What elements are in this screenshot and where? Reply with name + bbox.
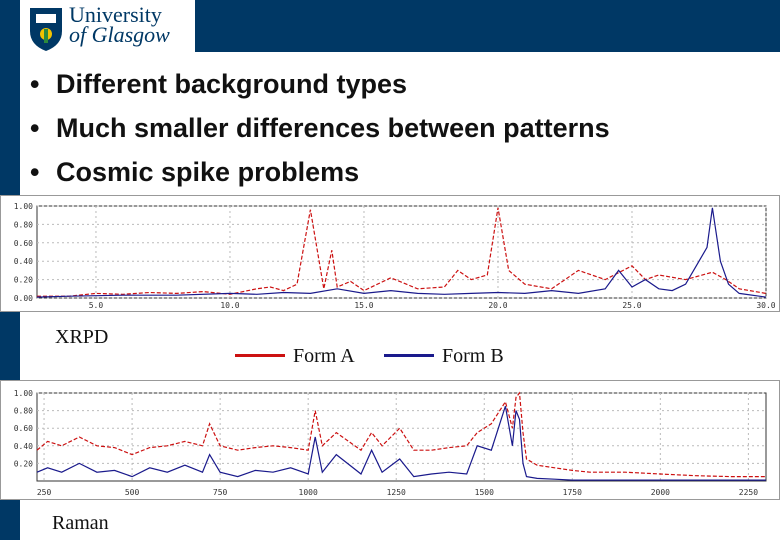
- bullet-item: • Cosmic spike problems: [30, 154, 610, 198]
- series-line-form-b: [36, 207, 767, 298]
- xrpd-chart: 1.00 0.80 0.60 0.40 0.20 0.00 5.0 10.0 15.0 20.0 2…: [0, 195, 780, 312]
- crest-icon: [30, 8, 62, 51]
- university-logo: University of Glasgow: [25, 3, 190, 55]
- x-tick-label: 250: [37, 488, 52, 497]
- logo-line-1: University: [69, 2, 162, 27]
- y-tick-label: 0.80: [14, 407, 33, 416]
- legend-label-form-b: Form B: [442, 345, 504, 367]
- x-tick-label: 5.0: [89, 301, 104, 310]
- raman-chart-svg: 1.00 0.80 0.60 0.40 0.20 250 500 750 1000 1250 150…: [14, 389, 767, 497]
- y-tick-label: 1.00: [14, 202, 33, 211]
- bullet-dot: •: [30, 157, 40, 187]
- bullet-dot: •: [30, 113, 40, 143]
- plot-frame: [36, 205, 767, 299]
- xrpd-caption: XRPD: [55, 326, 109, 348]
- series-line-form-b: [36, 406, 766, 481]
- bullet-text: Cosmic spike problems: [56, 157, 360, 187]
- top-brand-band: [195, 0, 780, 52]
- legend-label-form-a: Form A: [293, 345, 355, 367]
- logo-line-2: of Glasgow: [69, 22, 170, 47]
- x-tick-label: 10.0: [220, 301, 239, 310]
- bullet-text: Different background types: [56, 69, 408, 99]
- bullet-text: Much smaller differences between pattern…: [56, 113, 610, 143]
- y-tick-label: 0.40: [14, 442, 33, 451]
- x-tick-label: 2250: [739, 488, 758, 497]
- x-tick-label: 750: [213, 488, 228, 497]
- y-tick-label: 0.40: [14, 257, 33, 266]
- legend-swatch-form-b: [384, 354, 434, 357]
- x-tick-label: 1750: [563, 488, 582, 497]
- legend-swatch-form-a: [235, 354, 285, 357]
- y-tick-label: 0.20: [14, 459, 33, 468]
- x-tick-label: 30.0: [756, 301, 775, 310]
- y-tick-label: 0.00: [14, 294, 33, 303]
- bullet-list: • Different background types • Much smalle…: [30, 66, 610, 198]
- x-tick-label: 2000: [651, 488, 670, 497]
- bullet-item: • Much smaller differences between patter…: [30, 110, 610, 154]
- series-line-form-a: [36, 391, 766, 478]
- series-line-form-a: [37, 207, 767, 297]
- x-tick-label: 1000: [299, 488, 318, 497]
- xrpd-chart-svg: 1.00 0.80 0.60 0.40 0.20 0.00 5.0 10.0 15.0 20.0 2…: [14, 202, 776, 310]
- x-tick-label: 25.0: [622, 301, 641, 310]
- plot-frame: [36, 392, 767, 482]
- y-tick-label: 0.60: [14, 239, 33, 248]
- y-tick-label: 1.00: [14, 389, 33, 398]
- y-tick-label: 0.20: [14, 276, 33, 285]
- bullet-dot: •: [30, 69, 40, 99]
- raman-chart: 1.00 0.80 0.60 0.40 0.20 250 500 750 1000 1250 150…: [0, 380, 780, 500]
- x-tick-label: 1500: [475, 488, 494, 497]
- x-tick-label: 1250: [387, 488, 406, 497]
- raman-caption: Raman: [52, 512, 109, 534]
- x-tick-label: 15.0: [354, 301, 373, 310]
- y-tick-label: 0.60: [14, 424, 33, 433]
- x-tick-label: 20.0: [488, 301, 507, 310]
- y-tick-label: 0.80: [14, 220, 33, 229]
- x-tick-label: 500: [125, 488, 140, 497]
- bullet-item: • Different background types: [30, 66, 610, 110]
